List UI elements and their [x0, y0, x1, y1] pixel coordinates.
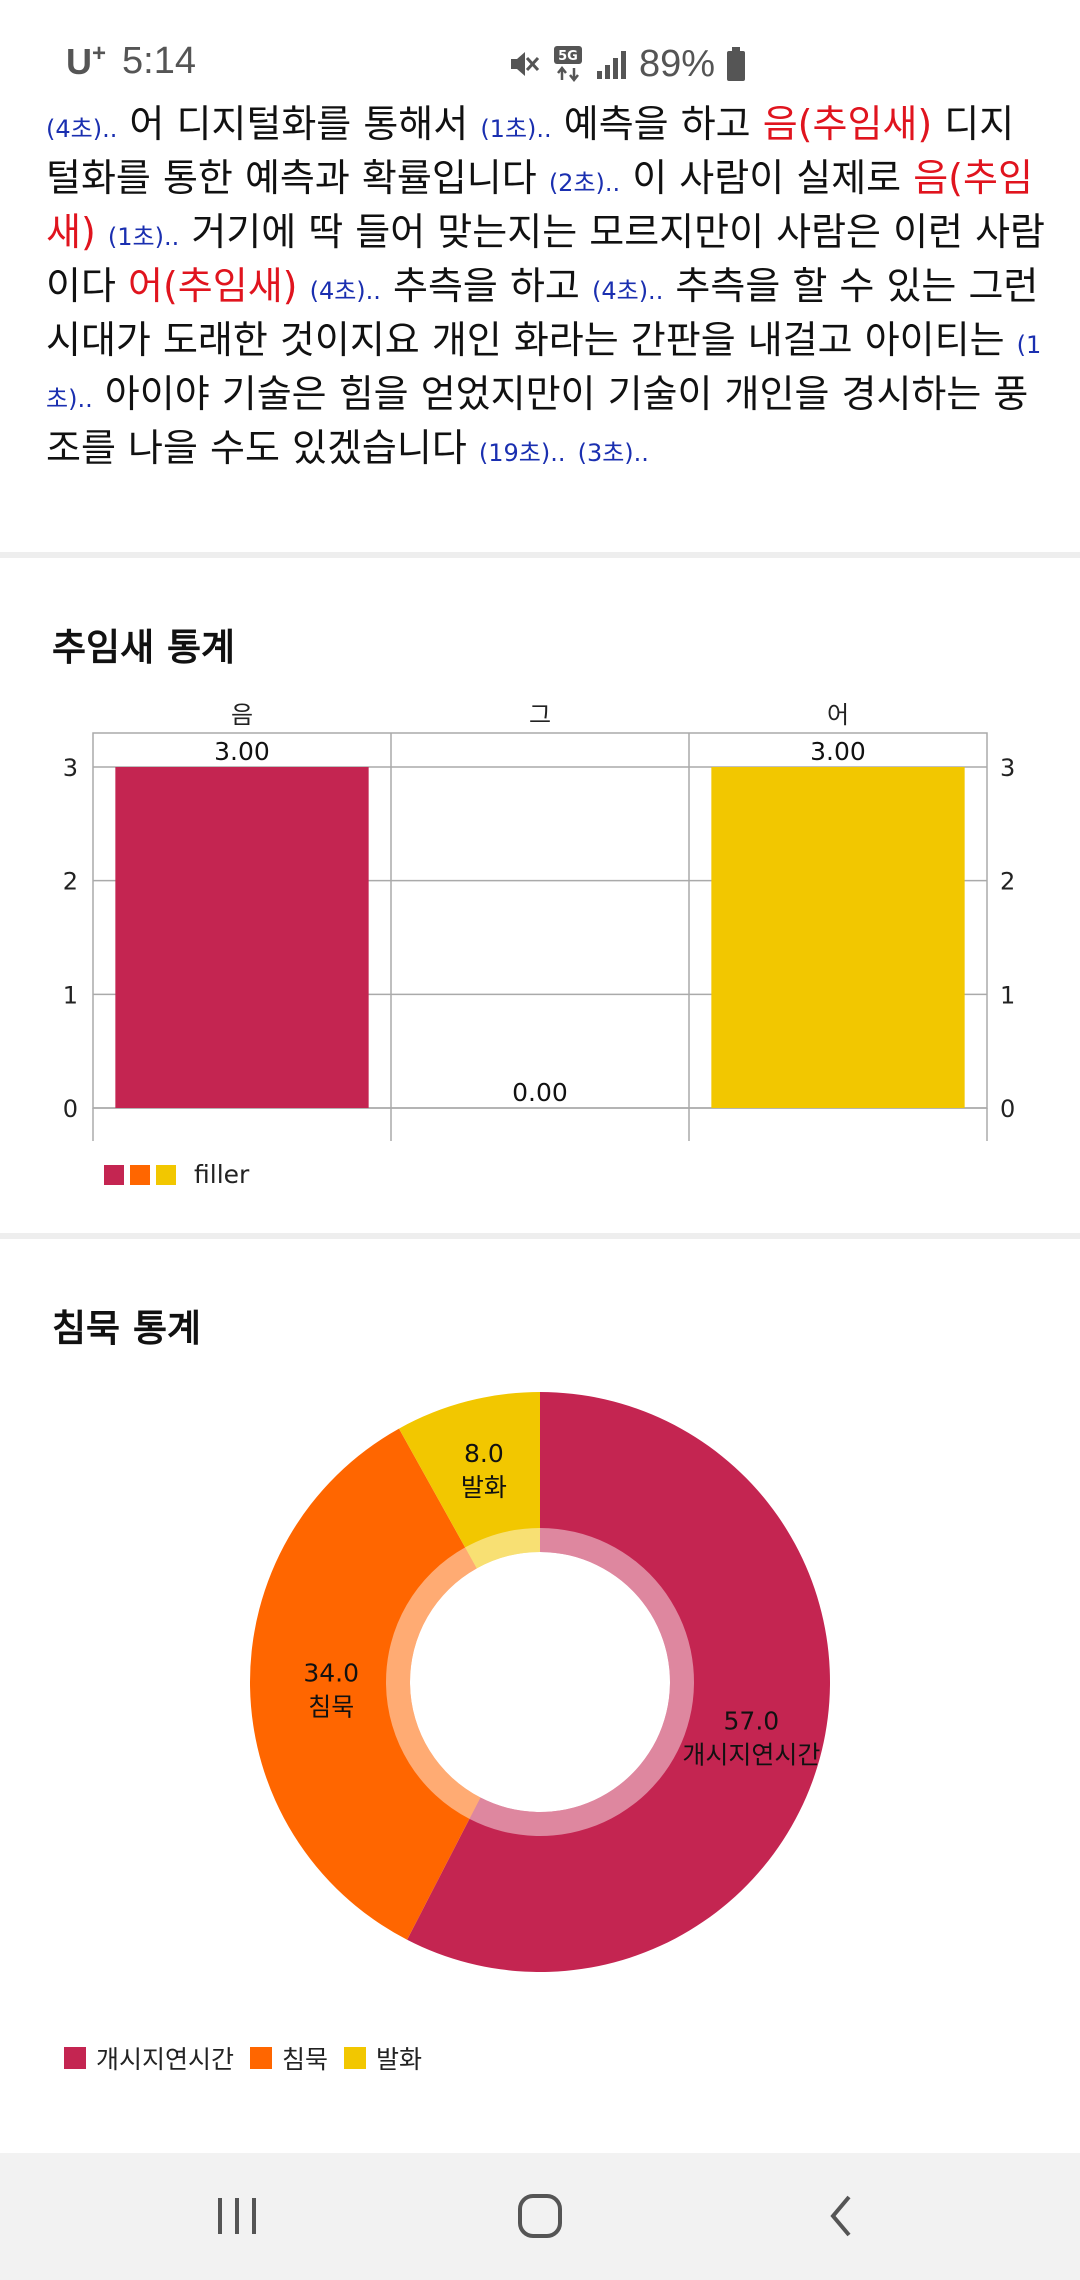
category-label: 그 [529, 701, 551, 729]
pause-marker: (1초).. [480, 115, 552, 143]
y-tick-label-left: 3 [63, 754, 78, 782]
bar [115, 767, 369, 1108]
y-tick-label-right: 0 [1000, 1095, 1015, 1123]
y-tick-label-left: 0 [63, 1095, 78, 1123]
donut-slice [249, 1428, 481, 1940]
section-divider [0, 552, 1080, 558]
legend-label-filler: filler [194, 1160, 250, 1189]
legend-swatch [344, 2047, 367, 2069]
transcript-segment: 추측을 하고 [380, 264, 592, 308]
recent-apps-icon [218, 2198, 256, 2234]
legend-swatch-eo [156, 1164, 176, 1185]
bar-value-label: 0.00 [512, 1078, 568, 1107]
y-tick-label-right: 3 [1000, 754, 1015, 782]
legend-swatch [64, 2047, 86, 2069]
transcript-segment: 예측을 하고 [551, 102, 763, 146]
transcript-segment: 거기에 딱 들어 맞는지는 모르지만이 사람은 이런 사람이다 [46, 210, 1045, 308]
bar-value-label: 3.00 [214, 737, 270, 766]
filler-bar-chart: 0 0 1 1 2 2 3 3 음 3.00 그 0.00 어 3.00 [63, 701, 1015, 1141]
donut-slice-highlight [385, 1547, 481, 1819]
donut-slice-highlight [469, 1528, 694, 1836]
navigation-bar [0, 2153, 1080, 2280]
transcript-segment: 디지털화를 통한 예측과 확률입니다 [46, 102, 1015, 200]
battery-icon [727, 47, 746, 81]
back-button[interactable] [786, 2181, 896, 2251]
transcript-segment [566, 426, 578, 470]
y-tick-label-left: 2 [63, 868, 78, 896]
donut-slice-highlight [465, 1528, 540, 1569]
legend-label: 발화 [376, 2045, 423, 2074]
transcript-segment [298, 264, 310, 308]
recent-apps-button[interactable] [182, 2181, 292, 2251]
category-label: 어 [827, 701, 849, 729]
section-divider [0, 1233, 1080, 1239]
legend-swatch [250, 2047, 273, 2069]
transcript-segment: 이 사람이 실제로 [620, 156, 914, 200]
silence-stats-title: 침묵 통계 [52, 1307, 202, 1350]
pause-marker: (2초).. [548, 169, 621, 197]
back-icon [830, 2195, 851, 2237]
filler-stats-title: 추임새 통계 [52, 626, 236, 669]
slice-name-label: 침묵 [308, 1692, 354, 1721]
silence-legend: 개시지연시간 침묵 발화 [64, 2040, 438, 2076]
filler-marker: 어(추임새) [128, 264, 298, 308]
bar [711, 767, 965, 1108]
pause-marker: (4초).. [46, 115, 118, 143]
donut-slice [399, 1392, 540, 1569]
status-bar: U+ 5:14 5G 89% [0, 0, 1080, 100]
carrier-label: U+ [66, 40, 107, 82]
category-label: 음 [231, 701, 253, 729]
legend-swatch-um [104, 1164, 124, 1185]
transcript-segment: 어 디지털화를 통해서 [117, 102, 481, 146]
silence-donut-chart: 57.0 개시지연시간 34.0 침묵 8.0 발화 [249, 1392, 831, 1972]
transcript-segment [96, 210, 108, 254]
home-button[interactable] [485, 2181, 595, 2251]
y-tick-label-right: 2 [1000, 868, 1015, 896]
svg-text:5G: 5G [558, 49, 578, 64]
pause-marker: (1초).. [46, 331, 1042, 413]
pause-marker: (4초).. [309, 277, 381, 305]
clock: 5:14 [122, 40, 196, 82]
slice-value-label: 34.0 [303, 1658, 359, 1687]
slice-value-label: 57.0 [724, 1706, 780, 1735]
signal-icon [597, 51, 626, 79]
bar-value-label: 3.00 [810, 737, 866, 766]
donut-slice [407, 1392, 831, 1972]
pause-marker: (4초).. [591, 277, 664, 305]
y-tick-label-left: 1 [63, 981, 78, 1009]
mute-icon [511, 52, 540, 76]
legend-label: 개시지연시간 [96, 2045, 235, 2074]
pause-marker: (19초).. [478, 439, 566, 467]
transcript-text: (4초).. 어 디지털화를 통해서 (1초).. 예측을 하고 음(추임새) … [46, 100, 1046, 478]
filler-marker: 음(추임새) [762, 102, 933, 146]
legend-swatch-geu [130, 1164, 150, 1185]
status-icons: 5G 89% [505, 42, 747, 86]
transcript-segment: 추측을 할 수 있는 그런 시대가 도래한 것이지요 개인 화라는 간판을 내걸… [46, 264, 1039, 362]
pause-marker: (3초).. [577, 439, 649, 467]
filler-marker: 음(추임새) [46, 156, 1033, 254]
transcript-segment: 아이야 기술은 힘을 얻었지만이 기술이 개인을 경시하는 풍조를 나을 수도 … [46, 372, 1029, 470]
battery-percent: 89% [639, 42, 716, 85]
slice-name-label: 발화 [461, 1473, 507, 1502]
pause-marker: (1초).. [107, 223, 180, 251]
slice-name-label: 개시지연시간 [682, 1740, 820, 1769]
network-5g-icon: 5G [554, 46, 582, 83]
filler-legend: filler [104, 1160, 249, 1189]
home-icon [518, 2194, 562, 2238]
y-tick-label-right: 1 [1000, 981, 1015, 1009]
legend-label: 침묵 [282, 2045, 329, 2074]
slice-value-label: 8.0 [464, 1439, 504, 1468]
